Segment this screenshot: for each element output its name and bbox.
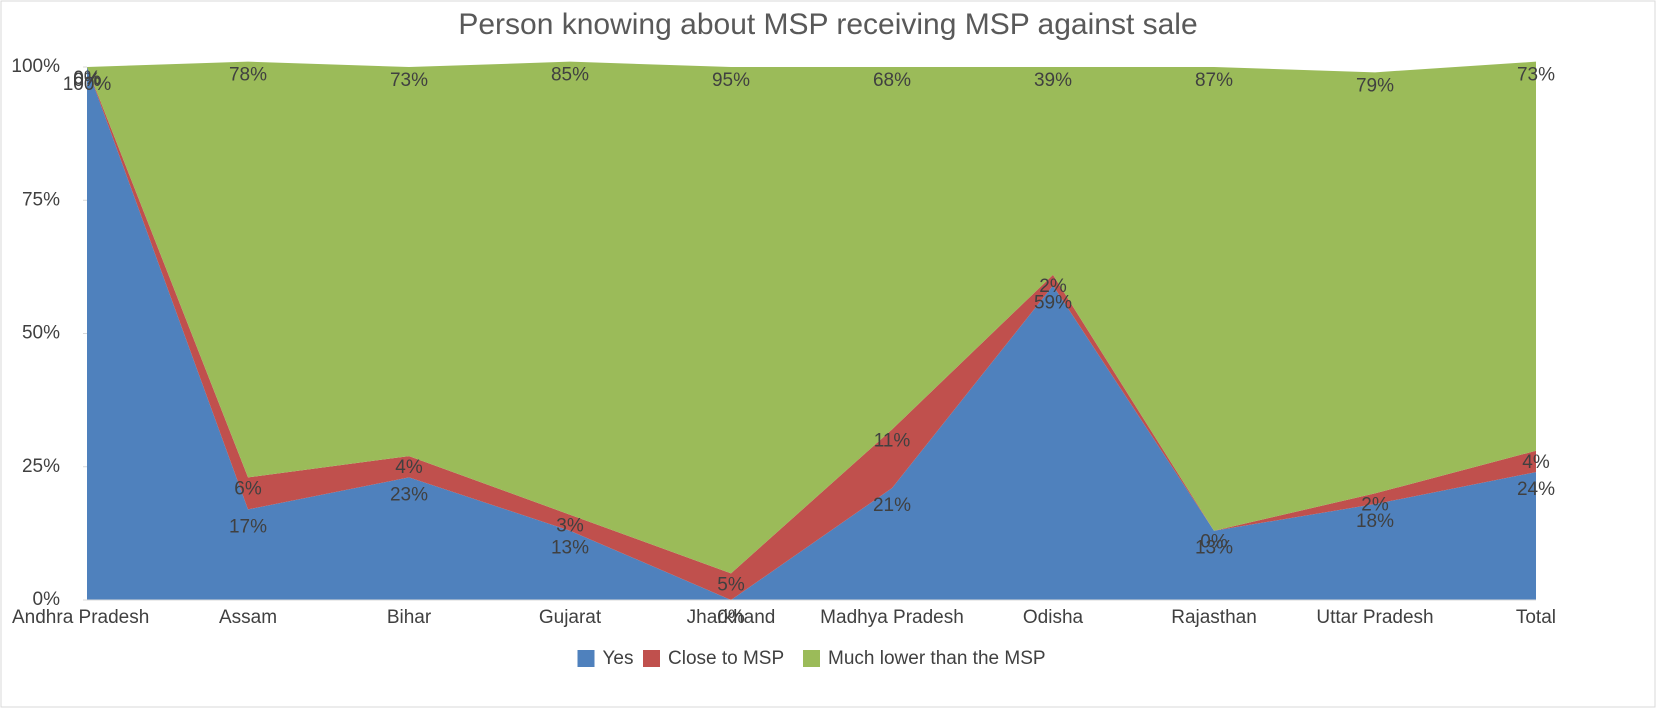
data-label: 2% xyxy=(1361,494,1389,515)
data-label: 3% xyxy=(556,516,584,537)
data-label: 73% xyxy=(390,70,428,91)
y-tick-label: 75% xyxy=(22,189,60,210)
data-label: 59% xyxy=(1034,293,1072,314)
data-label: 95% xyxy=(712,70,750,91)
x-tick-label: Bihar xyxy=(387,607,432,628)
data-label: 78% xyxy=(229,65,267,86)
data-label: 13% xyxy=(1195,538,1233,559)
data-label: 4% xyxy=(395,457,423,478)
data-label: 4% xyxy=(1522,452,1550,473)
y-tick-label: 100% xyxy=(11,56,60,77)
legend-label: Much lower than the MSP xyxy=(828,648,1046,669)
y-tick-label: 25% xyxy=(22,456,60,477)
x-tick-label: Andhra Pradesh xyxy=(12,607,149,628)
x-tick-label: Madhya Pradesh xyxy=(820,607,964,628)
data-label: 0% xyxy=(73,68,101,89)
x-tick-label: Assam xyxy=(219,607,277,628)
y-tick-label: 50% xyxy=(22,323,60,344)
data-label: 11% xyxy=(874,430,911,451)
legend-swatch xyxy=(803,650,820,667)
data-label: 18% xyxy=(1356,511,1394,532)
data-label: 79% xyxy=(1356,75,1394,96)
x-tick-label: Odisha xyxy=(1023,607,1084,628)
data-label: 17% xyxy=(229,516,267,537)
legend-swatch xyxy=(577,650,595,667)
area xyxy=(87,61,1536,574)
data-label: 24% xyxy=(1517,479,1555,500)
y-tick-label: 0% xyxy=(33,589,61,610)
data-label: 5% xyxy=(717,574,745,595)
data-label: 87% xyxy=(1195,70,1233,91)
data-label: 21% xyxy=(873,495,911,516)
data-label: 0% xyxy=(1200,532,1228,553)
area xyxy=(87,67,1536,600)
data-label: 100% xyxy=(63,74,112,95)
x-tick-label: Total xyxy=(1516,607,1556,628)
x-tick-label: Gujarat xyxy=(539,607,602,628)
data-label: 0% xyxy=(73,70,101,91)
data-label: 2% xyxy=(1039,276,1067,297)
data-label: 13% xyxy=(551,538,589,559)
legend-swatch xyxy=(643,650,660,667)
data-label: 23% xyxy=(390,484,428,505)
data-label: 39% xyxy=(1034,70,1072,91)
x-tick-label: Jharkhand xyxy=(687,607,776,628)
legend-label: Yes xyxy=(603,648,634,669)
data-label: 0% xyxy=(717,607,745,628)
x-tick-label: Rajasthan xyxy=(1171,607,1257,628)
data-label: 85% xyxy=(551,65,589,86)
chart-title: Person knowing about MSP receiving MSP a… xyxy=(458,8,1197,41)
data-label: 68% xyxy=(873,70,911,91)
legend-label: Close to MSP xyxy=(668,648,784,669)
data-label: 73% xyxy=(1517,65,1555,86)
data-label: 6% xyxy=(234,478,262,499)
x-tick-label: Uttar Pradesh xyxy=(1316,607,1433,628)
